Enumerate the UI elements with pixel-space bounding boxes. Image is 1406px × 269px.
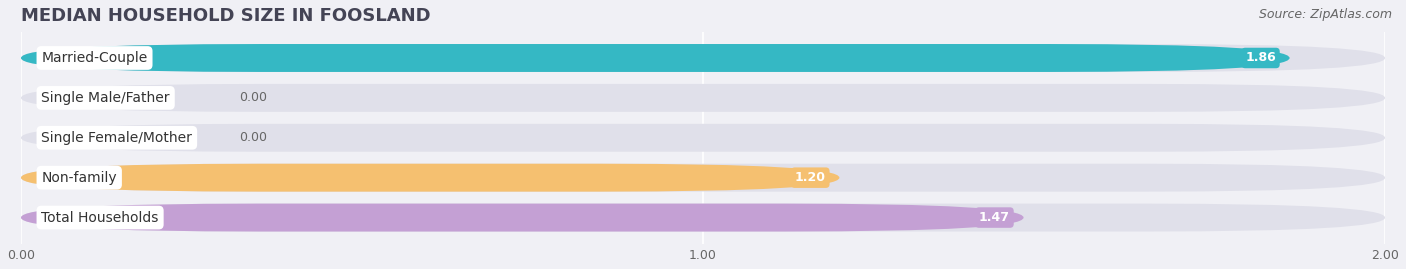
FancyBboxPatch shape [21,164,839,192]
FancyBboxPatch shape [21,44,1385,72]
FancyBboxPatch shape [21,164,1385,192]
Text: Total Households: Total Households [41,211,159,225]
FancyBboxPatch shape [21,44,1289,72]
Text: 1.47: 1.47 [979,211,1010,224]
Text: 1.20: 1.20 [794,171,825,184]
Text: 1.86: 1.86 [1246,51,1277,65]
FancyBboxPatch shape [21,124,1385,152]
Text: MEDIAN HOUSEHOLD SIZE IN FOOSLAND: MEDIAN HOUSEHOLD SIZE IN FOOSLAND [21,7,430,25]
Text: Single Female/Mother: Single Female/Mother [41,131,193,145]
Text: 0.00: 0.00 [239,131,267,144]
FancyBboxPatch shape [21,204,1385,232]
FancyBboxPatch shape [21,204,1024,232]
FancyBboxPatch shape [21,84,1385,112]
Text: Non-family: Non-family [41,171,117,185]
Text: Source: ZipAtlas.com: Source: ZipAtlas.com [1258,8,1392,21]
Text: Married-Couple: Married-Couple [41,51,148,65]
Text: Single Male/Father: Single Male/Father [41,91,170,105]
Text: 0.00: 0.00 [239,91,267,104]
